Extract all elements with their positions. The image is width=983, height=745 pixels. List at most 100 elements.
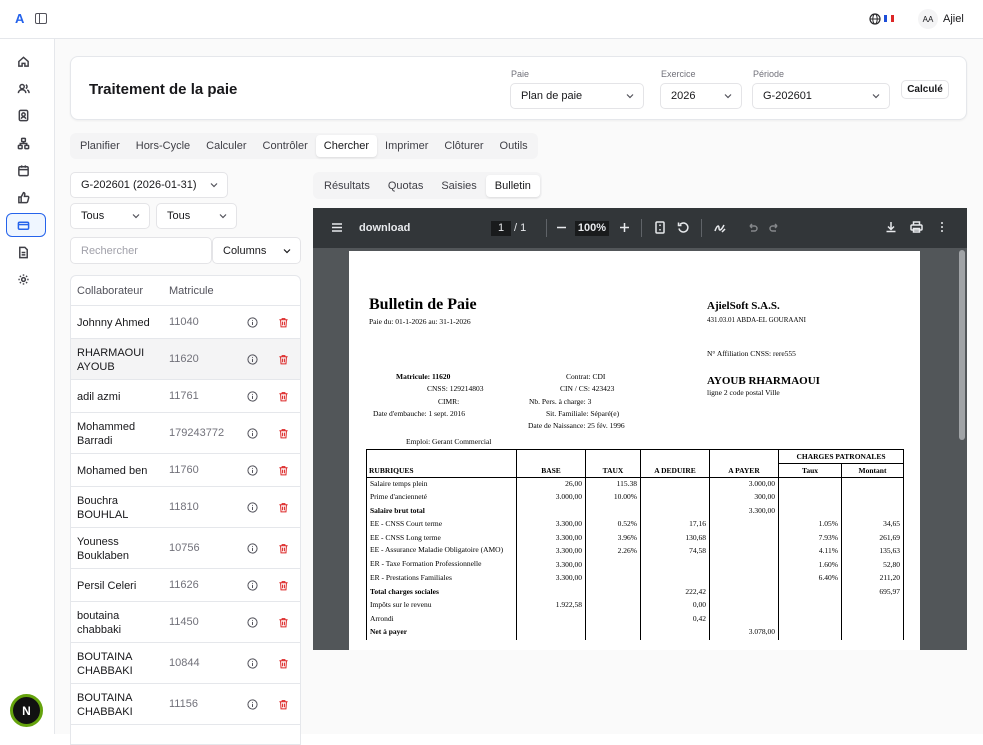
matricule-value: 11620: [169, 352, 199, 365]
info-icon[interactable]: [247, 657, 258, 669]
period-filter-select[interactable]: G-202601 (2026-01-31): [70, 172, 228, 198]
info-icon[interactable]: [247, 698, 258, 710]
table-row[interactable]: BOUTAINA CHABBAKI 10844: [71, 643, 300, 684]
cell-label: Total charges sociales: [366, 585, 517, 599]
trash-icon[interactable]: [278, 543, 289, 554]
page-title: Traitement de la paie: [89, 81, 238, 98]
table-row[interactable]: Youness Bouklaben 10756: [71, 528, 300, 569]
page-input[interactable]: 1: [491, 221, 511, 236]
table-row[interactable]: adil azmi 11761: [71, 380, 300, 413]
search-input[interactable]: Rechercher: [70, 237, 212, 264]
globe-icon[interactable]: [869, 13, 881, 28]
trash-icon[interactable]: [278, 391, 289, 402]
info-icon[interactable]: [247, 542, 258, 554]
tab-cloturer[interactable]: Clôturer: [444, 140, 484, 152]
subtab-saisies[interactable]: Saisies: [441, 179, 477, 192]
filter-select-2[interactable]: Tous: [156, 203, 237, 229]
trash-icon[interactable]: [278, 699, 289, 710]
menu-icon[interactable]: [331, 222, 343, 236]
tab-planifier[interactable]: Planifier: [80, 140, 120, 152]
app-logo[interactable]: A: [15, 11, 25, 26]
info-icon[interactable]: [247, 616, 258, 628]
wallet-icon[interactable]: [14, 216, 32, 234]
zoom-level[interactable]: 100%: [575, 221, 609, 236]
pdf-scrollbar[interactable]: [959, 250, 965, 440]
subtab-bulletin[interactable]: Bulletin: [485, 174, 540, 197]
calendar-icon[interactable]: [14, 161, 32, 179]
table-row[interactable]: Johnny Ahmed 11040: [71, 306, 300, 339]
avatar-bottom[interactable]: N: [10, 694, 43, 727]
col-matricule[interactable]: Matricule: [169, 285, 214, 297]
more-options-icon[interactable]: [940, 221, 944, 236]
home-icon[interactable]: [14, 52, 32, 70]
download-icon[interactable]: [885, 221, 897, 236]
pdf-document-area[interactable]: Bulletin de Paie Paie du: 01-1-2026 au: …: [313, 248, 967, 650]
periode-select[interactable]: G-202601: [752, 83, 890, 109]
trash-icon[interactable]: [278, 658, 289, 669]
table-row[interactable]: Mohamed ben 11760: [71, 454, 300, 487]
trash-icon[interactable]: [278, 580, 289, 591]
subtab-quotas[interactable]: Quotas: [387, 179, 424, 192]
rotate-icon[interactable]: [677, 221, 690, 237]
payslip-line: ER - Prestations Familiales 3.300,00 6.40%…: [366, 572, 904, 586]
tab-outils[interactable]: Outils: [499, 140, 528, 152]
user-avatar[interactable]: AA: [918, 9, 938, 29]
contact-icon[interactable]: [14, 106, 32, 124]
thumbs-up-icon[interactable]: [14, 188, 32, 206]
trash-icon[interactable]: [278, 617, 289, 628]
cell-pay: [709, 518, 779, 532]
status-badge[interactable]: Calculé: [901, 80, 949, 99]
annotate-icon[interactable]: [713, 221, 726, 237]
flag-fr-icon[interactable]: [884, 15, 894, 22]
tab-imprimer[interactable]: Imprimer: [385, 140, 429, 152]
table-row[interactable]: RHARMAOUI AYOUB 11620: [71, 339, 300, 380]
columns-button[interactable]: Columns: [212, 237, 301, 264]
table-row[interactable]: BOUTAINA CHABBAKI 11156: [71, 684, 300, 725]
cell-ded: [640, 572, 710, 586]
print-icon[interactable]: [910, 221, 923, 236]
trash-icon[interactable]: [278, 317, 289, 328]
trash-icon[interactable]: [278, 428, 289, 439]
org-icon[interactable]: [14, 134, 32, 152]
settings-icon[interactable]: [14, 270, 32, 288]
trash-icon[interactable]: [278, 354, 289, 365]
zoom-in-icon[interactable]: [619, 222, 630, 236]
table-row[interactable]: Mohammed Barradi 179243772: [71, 413, 300, 454]
filter-select-1[interactable]: Tous: [70, 203, 150, 229]
redo-icon[interactable]: [769, 222, 780, 236]
info-icon[interactable]: [247, 390, 258, 402]
tab-hors-cycle[interactable]: Hors-Cycle: [135, 140, 191, 152]
table-row[interactable]: Persil Celeri 11626: [71, 569, 300, 602]
users-icon[interactable]: [14, 79, 32, 97]
cell-base: 1.922,58: [516, 599, 586, 613]
info-icon[interactable]: [247, 464, 258, 476]
exercice-label: Exercice: [661, 69, 696, 79]
cell-ctaux: 1.05%: [778, 518, 842, 532]
col-collaborateur[interactable]: Collaborateur: [77, 285, 144, 297]
cell-cmont: [841, 599, 904, 613]
trash-icon[interactable]: [278, 465, 289, 476]
info-icon[interactable]: [247, 427, 258, 439]
info-icon[interactable]: [247, 353, 258, 365]
fit-page-icon[interactable]: [654, 221, 666, 237]
info-icon[interactable]: [247, 501, 258, 513]
subtab-resultats[interactable]: Résultats: [324, 179, 370, 192]
paie-select[interactable]: Plan de paie: [510, 83, 644, 109]
tab-controler[interactable]: Contrôler: [262, 140, 308, 152]
tab-chercher[interactable]: Chercher: [315, 135, 378, 157]
payslip-page: Bulletin de Paie Paie du: 01-1-2026 au: …: [349, 251, 920, 650]
table-row[interactable]: boutaina chabbaki 11450: [71, 602, 300, 643]
exercice-select[interactable]: 2026: [660, 83, 742, 109]
cell-label: Prime d'ancienneté: [366, 491, 517, 505]
info-icon[interactable]: [247, 579, 258, 591]
table-row[interactable]: Bouchra BOUHLAL 11810: [71, 487, 300, 528]
document-icon[interactable]: [14, 243, 32, 261]
th-charges-montant: Montant: [841, 463, 904, 478]
trash-icon[interactable]: [278, 502, 289, 513]
zoom-out-icon[interactable]: [556, 222, 567, 236]
user-name[interactable]: Ajiel: [943, 13, 964, 25]
info-icon[interactable]: [247, 316, 258, 328]
undo-icon[interactable]: [747, 222, 758, 236]
sidebar-toggle-icon[interactable]: [35, 13, 47, 24]
tab-calculer[interactable]: Calculer: [206, 140, 247, 152]
